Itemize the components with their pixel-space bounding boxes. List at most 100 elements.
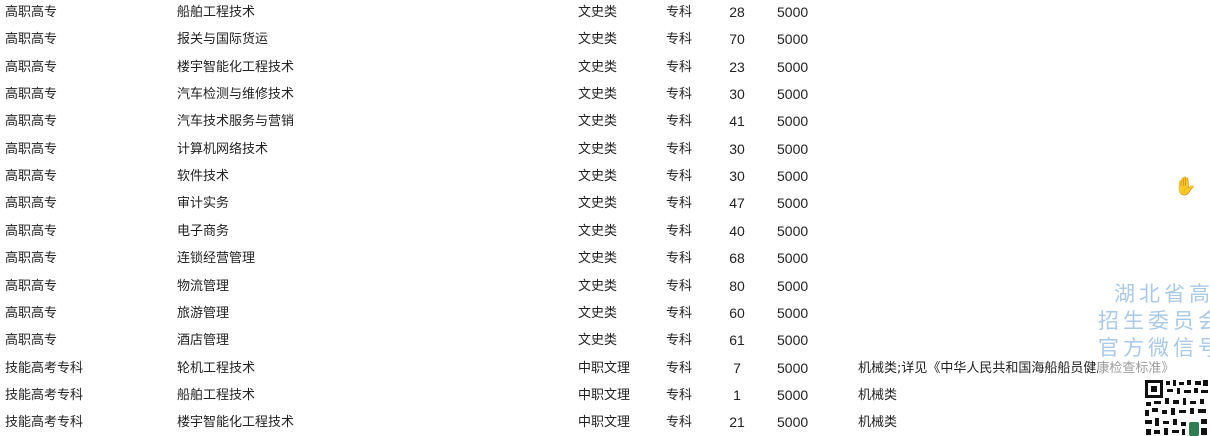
cell-subject-type: 中职文理 [578, 415, 631, 431]
cell-tuition: 5000 [777, 359, 809, 376]
cell-plan-count: 1 [733, 386, 741, 403]
cell-category: 技能高考专科 [5, 360, 84, 376]
cell-plan-count: 23 [729, 58, 745, 75]
cell-subject-type: 文史类 [578, 251, 618, 267]
cell-plan-count: 40 [729, 222, 745, 239]
table-row: 高职高专 船舶工程技术 文史类 专科 28 5000 [0, 0, 1210, 26]
cell-tuition: 5000 [777, 332, 809, 349]
cell-subject-type: 文史类 [578, 114, 618, 130]
watermark-line: 湖北省高 [1114, 282, 1210, 306]
hand-pointer-icon: ✋ [1174, 176, 1197, 197]
table-row: 高职高专 计算机网络技术 文史类 专科 30 5000 [0, 136, 1210, 163]
cell-tuition: 5000 [777, 86, 809, 103]
cell-major: 计算机网络技术 [177, 141, 269, 157]
cell-plan-count: 80 [729, 277, 745, 294]
table-row: 高职高专 汽车检测与维修技术 文史类 专科 30 5000 [0, 81, 1210, 108]
cell-category: 高职高专 [5, 5, 58, 20]
cell-level: 专科 [666, 141, 693, 157]
cell-tuition: 5000 [777, 31, 809, 48]
cell-category: 高职高专 [5, 278, 58, 294]
cell-subject-type: 文史类 [578, 5, 618, 20]
cell-tuition: 5000 [777, 304, 809, 321]
cell-tuition: 5000 [777, 386, 809, 403]
table-row: 高职高专 审计实务 文史类 专科 47 5000 [0, 190, 1210, 217]
cell-plan-count: 41 [729, 113, 745, 130]
cell-major: 汽车技术服务与营销 [177, 114, 295, 130]
cell-subject-type: 文史类 [578, 278, 618, 294]
cell-level: 专科 [666, 196, 693, 212]
cell-subject-type: 文史类 [578, 141, 618, 157]
cell-subject-type: 文史类 [578, 305, 618, 321]
cell-tuition: 5000 [777, 250, 809, 267]
cell-level: 专科 [666, 333, 693, 349]
cell-subject-type: 文史类 [578, 223, 618, 239]
cell-category: 高职高专 [5, 169, 58, 185]
cell-major: 船舶工程技术 [177, 5, 256, 20]
cell-category: 高职高专 [5, 223, 58, 239]
cell-category: 高职高专 [5, 251, 58, 267]
cell-category: 高职高专 [5, 32, 58, 48]
cell-tuition: 5000 [777, 168, 809, 185]
cell-tuition: 5000 [777, 222, 809, 239]
cell-category: 技能高考专科 [5, 415, 84, 431]
cell-level: 专科 [666, 59, 693, 75]
cell-level: 专科 [666, 32, 693, 48]
cell-major: 软件技术 [177, 169, 230, 185]
cell-plan-count: 7 [733, 359, 741, 376]
cell-tuition: 5000 [777, 58, 809, 75]
cell-major: 审计实务 [177, 196, 230, 212]
cell-major: 船舶工程技术 [177, 387, 256, 403]
cell-major: 酒店管理 [177, 333, 230, 349]
cell-level: 专科 [666, 5, 693, 20]
cell-category: 高职高专 [5, 59, 58, 75]
cell-plan-count: 47 [729, 195, 745, 212]
cell-category: 高职高专 [5, 141, 58, 157]
watermark-line: 官方微信号 [1098, 336, 1210, 360]
cell-plan-count: 21 [729, 414, 745, 431]
cell-level: 专科 [666, 223, 693, 239]
cell-level: 专科 [666, 360, 693, 376]
cell-plan-count: 28 [729, 4, 745, 20]
cell-level: 专科 [666, 415, 693, 431]
cell-major: 轮机工程技术 [177, 360, 256, 376]
cell-plan-count: 30 [729, 140, 745, 157]
cell-major: 物流管理 [177, 278, 230, 294]
cell-subject-type: 文史类 [578, 196, 618, 212]
cell-major: 楼宇智能化工程技术 [177, 59, 295, 75]
table-row: 高职高专 电子商务 文史类 专科 40 5000 [0, 218, 1210, 245]
table-row: 高职高专 楼宇智能化工程技术 文史类 专科 23 5000 [0, 54, 1210, 81]
table-row: 技能高考专科 轮机工程技术 中职文理 专科 7 5000 机械类;详见《中华人民共和国海船船… [0, 355, 1210, 382]
cell-plan-count: 68 [729, 250, 745, 267]
cell-plan-count: 30 [729, 86, 745, 103]
cell-level: 专科 [666, 114, 693, 130]
table-row: 高职高专 旅游管理 文史类 专科 60 5000 [0, 300, 1210, 327]
cell-major: 楼宇智能化工程技术 [177, 415, 295, 431]
cell-level: 专科 [666, 305, 693, 321]
cell-notes: 机械类 [858, 387, 898, 403]
cell-subject-type: 文史类 [578, 87, 618, 103]
cell-plan-count: 30 [729, 168, 745, 185]
cell-subject-type: 中职文理 [578, 387, 631, 403]
table-row: 高职高专 连锁经营管理 文史类 专科 68 5000 [0, 245, 1210, 272]
qr-code-icon [1143, 378, 1210, 436]
cell-level: 专科 [666, 87, 693, 103]
table-row: 高职高专 软件技术 文史类 专科 30 5000 [0, 163, 1210, 190]
cell-subject-type: 中职文理 [578, 360, 631, 376]
cell-category: 技能高考专科 [5, 387, 84, 403]
cell-category: 高职高专 [5, 305, 58, 321]
cell-major: 汽车检测与维修技术 [177, 87, 295, 103]
cell-subject-type: 文史类 [578, 59, 618, 75]
cell-tuition: 5000 [777, 414, 809, 431]
table-row: 技能高考专科 船舶工程技术 中职文理 专科 1 5000 机械类 [0, 382, 1210, 409]
cell-subject-type: 文史类 [578, 333, 618, 349]
cell-plan-count: 70 [729, 31, 745, 48]
table-row: 高职高专 酒店管理 文史类 专科 61 5000 [0, 327, 1210, 354]
cell-level: 专科 [666, 387, 693, 403]
watermark-line: 招生委员会 [1098, 309, 1210, 333]
cell-level: 专科 [666, 278, 693, 294]
cell-subject-type: 文史类 [578, 32, 618, 48]
cell-subject-type: 文史类 [578, 169, 618, 185]
table-row: 高职高专 物流管理 文史类 专科 80 5000 [0, 273, 1210, 300]
cell-category: 高职高专 [5, 87, 58, 103]
cell-level: 专科 [666, 251, 693, 267]
